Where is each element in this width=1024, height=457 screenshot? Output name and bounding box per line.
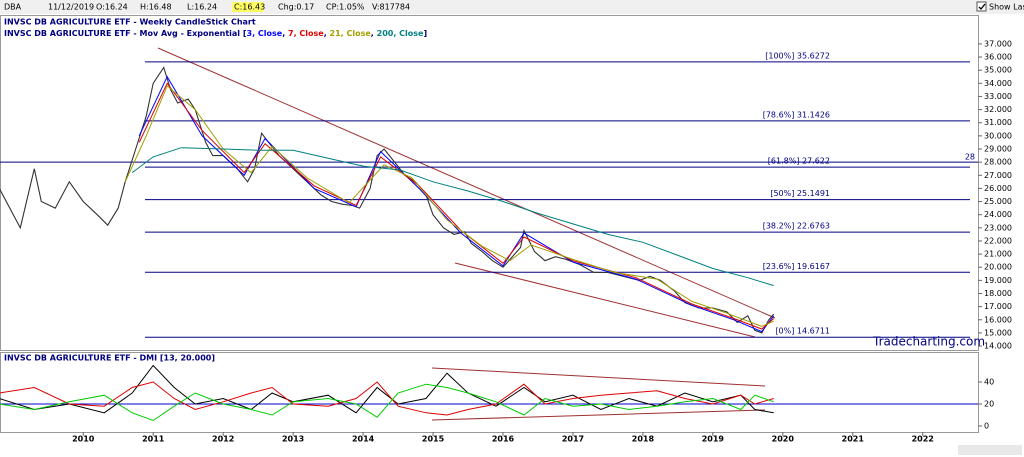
high: H:16.48	[140, 3, 172, 12]
x-tick-label: 2019	[702, 435, 725, 444]
x-tick-label: 2013	[282, 435, 304, 444]
x-tick-label: 2015	[422, 435, 445, 444]
x-tick-label: 2021	[842, 435, 865, 444]
y-tick-label: 33.000	[984, 92, 1012, 101]
y-tick-label: 25.000	[984, 197, 1012, 206]
y-tick-label: 21.000	[984, 250, 1012, 259]
close: C:16.43	[234, 3, 265, 12]
y-tick-label: 28.000	[984, 158, 1012, 167]
legend-text: 21, Close	[330, 29, 372, 38]
y-tick-label: 35.000	[984, 66, 1012, 75]
legend-text: ]	[423, 29, 427, 38]
fib-label: [61.8%] 27.622	[768, 157, 830, 166]
price-line-label: 28	[965, 153, 975, 162]
low: L:16.24	[187, 3, 217, 12]
series-line	[0, 381, 774, 416]
x-tick-label: 2017	[562, 435, 584, 444]
x-tick-label: 2012	[212, 435, 234, 444]
check	[978, 3, 986, 10]
y-tick-label: 30.000	[984, 131, 1012, 140]
dmi-title: INVSC DB AGRICULTURE ETF - DMI [13, 20.0…	[4, 354, 215, 363]
y-tick-label: 24.000	[984, 210, 1012, 219]
trend-line	[431, 367, 766, 387]
legend-text: 3, Close	[247, 29, 283, 38]
ma-legend: INVSC DB AGRICULTURE ETF - Mov Avg - Exp…	[4, 29, 427, 38]
y-tick-label: 26.000	[984, 184, 1012, 193]
series-line	[0, 383, 774, 422]
trend-line	[454, 262, 756, 338]
chart-title: INVSC DB AGRICULTURE ETF - Weekly Candle…	[4, 18, 256, 27]
price-line	[0, 66, 775, 334]
y-tick-label: 32.000	[984, 105, 1012, 114]
y-tick-label: 36.000	[984, 53, 1012, 62]
y-tick-label: 27.000	[984, 171, 1012, 180]
y-tick-label: 15.000	[984, 328, 1012, 337]
legend-text: 200, Close	[377, 29, 424, 38]
x-tick-label: 2018	[632, 435, 655, 444]
series-line	[131, 147, 774, 287]
y-tick-label: 22.000	[984, 236, 1012, 245]
fib-label: [78.6%] 31.1426	[763, 110, 830, 119]
y-tick-label: 23.000	[984, 223, 1012, 232]
checkbox[interactable]	[976, 1, 987, 12]
fib-label: [50%] 25.1491	[770, 189, 830, 198]
close-highlight	[232, 2, 264, 12]
legend-text: ,	[282, 29, 288, 38]
legend-text: ,	[371, 29, 377, 38]
series-line	[124, 85, 774, 327]
scroll-buttons[interactable]	[958, 445, 1022, 455]
open: O:16.24	[96, 3, 128, 12]
y-tick-label: 18.000	[984, 289, 1012, 298]
y-tick-label: 19.000	[984, 276, 1012, 285]
x-tick-label: 2016	[492, 435, 515, 444]
x-tick-label: 2020	[772, 435, 795, 444]
y-tick-label: 20.000	[984, 263, 1012, 272]
trend-line	[431, 409, 766, 421]
trend-line	[157, 47, 776, 319]
y-tick-label: 40	[984, 378, 994, 387]
y-tick-label: 29.000	[984, 145, 1012, 154]
y-tick-label: 34.000	[984, 79, 1012, 88]
change-pct: CP:1.05%	[326, 3, 365, 12]
legend-text: ,	[324, 29, 330, 38]
watermark: Tradecharting.com	[872, 335, 985, 349]
legend-text: INVSC DB AGRICULTURE ETF - Mov Avg - Exp…	[4, 29, 247, 38]
y-tick-label: 31.000	[984, 118, 1012, 127]
y-tick-label: 0	[984, 421, 989, 430]
series-line	[138, 82, 775, 330]
x-tick-label: 2014	[352, 435, 375, 444]
x-tick-label: 2011	[142, 435, 165, 444]
show-last[interactable]: Show Last	[989, 3, 1024, 12]
y-tick-label: 37.000	[984, 39, 1012, 48]
symbol: DBA	[4, 3, 22, 12]
dmi-panel	[0, 352, 979, 433]
fib-label: [0%] 14.6711	[775, 327, 830, 336]
date: 11/12/2019	[48, 3, 94, 12]
x-tick-label: 2010	[72, 435, 95, 444]
price-panel	[0, 15, 979, 351]
volume: V:817784	[372, 3, 410, 12]
change: Chg:0.17	[278, 3, 314, 12]
fib-label: [23.6%] 19.6167	[763, 262, 830, 271]
x-tick-label: 2022	[912, 435, 934, 444]
y-tick-label: 16.000	[984, 315, 1012, 324]
fib-label: [38.2%] 22.6763	[763, 222, 830, 231]
legend-text: 7, Close	[288, 29, 324, 38]
y-tick-label: 20	[984, 399, 994, 408]
y-tick-label: 14.000	[984, 342, 1012, 351]
y-tick-label: 17.000	[984, 302, 1012, 311]
fib-label: [100%] 35.6272	[765, 51, 830, 60]
